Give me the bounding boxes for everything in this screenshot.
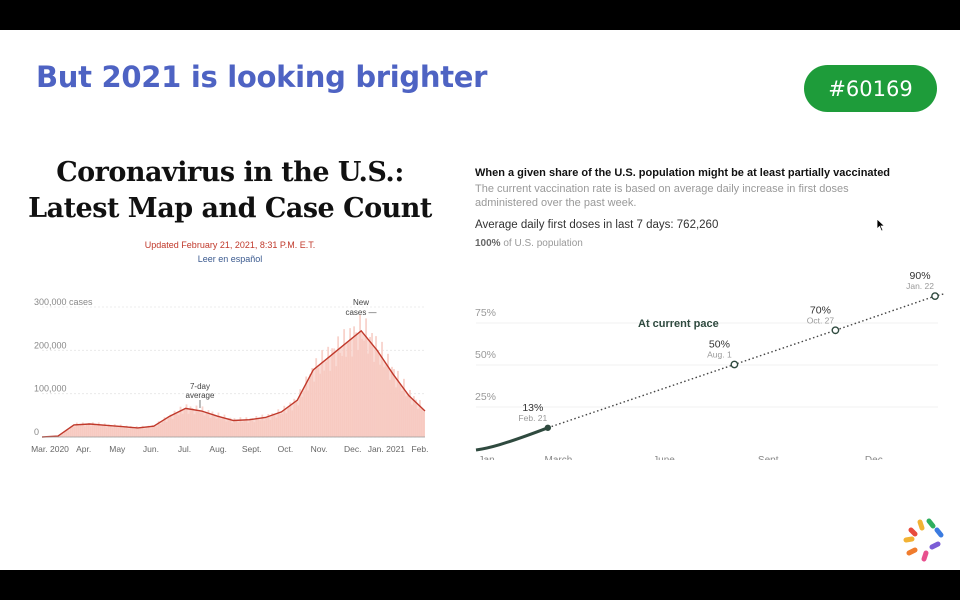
cases-x-tick-label: Jan. 2021	[368, 444, 406, 454]
cases-x-tick-label: Feb.	[411, 444, 428, 454]
vacc-milestone-circle	[931, 292, 939, 301]
nyt-headline: Coronavirus in the U.S.: Latest Map and …	[24, 155, 436, 227]
cases-x-tick-label: Oct.	[278, 444, 294, 454]
vacc-x-tick-label: March	[545, 455, 573, 460]
vacc-ylabel-top-bold: 100%	[475, 238, 501, 249]
vacc-milestone-dot	[544, 424, 552, 431]
vacc-x-tick-label: Jan.	[479, 455, 498, 460]
cases-x-tick-label: May	[109, 444, 126, 454]
vacc-x-tick-label: Dec.	[865, 455, 886, 460]
annotation-new-cases-line2: cases —	[345, 308, 376, 317]
vacc-milestone-pct: 70%	[810, 304, 831, 316]
cases-chart: 300,000 cases 200,000 100,000 0 Mar. 2020 Ap…	[31, 297, 428, 454]
letterbox-top	[0, 0, 960, 30]
vacc-ylabel-top-rest: of U.S. population	[501, 238, 583, 249]
annotation-7day-line1: 7-day	[190, 382, 210, 391]
cases-y-tick-label: 300,000 cases	[34, 297, 93, 307]
vacc-y-tick-label: 25%	[475, 391, 496, 403]
arrow-cursor-icon	[876, 218, 886, 232]
vaccination-chart: When a given share of the U.S. populatio…	[475, 167, 946, 460]
vacc-chart-title: When a given share of the U.S. populatio…	[475, 167, 890, 179]
vacc-x-tick-label: June	[653, 455, 675, 460]
cases-y-tick-label: 0	[34, 427, 39, 437]
vacc-y-tick-label: 50%	[475, 349, 496, 361]
letterbox-bottom	[0, 570, 960, 600]
cases-x-tick-label: Mar. 2020	[31, 444, 69, 454]
vacc-milestone-pct: 13%	[522, 402, 543, 414]
vacc-x-tick-label: Sept.	[758, 455, 781, 460]
logo-icon	[903, 518, 944, 562]
vacc-actual-line	[475, 426, 549, 452]
nyt-headline-line2: Latest Map and Case Count	[28, 193, 432, 224]
slide: But 2021 is looking brighter #60169 Coro…	[0, 30, 960, 570]
vacc-chart-subtitle-line2: administered over the past week.	[475, 197, 636, 209]
vacc-milestone-date: Jan. 22	[906, 281, 934, 291]
slide-title: But 2021 is looking brighter	[36, 60, 488, 94]
cases-y-tick-label: 100,000	[34, 384, 67, 394]
vacc-milestone-circle	[730, 360, 739, 369]
vacc-projection-line	[547, 292, 946, 429]
vacc-milestone-date: Oct. 27	[807, 315, 835, 325]
vacc-milestone-pct: 50%	[709, 339, 730, 351]
vacc-milestone-date: Aug. 1	[707, 350, 732, 360]
vacc-chart-subtitle-line1: The current vaccination rate is based on…	[475, 183, 849, 195]
vacc-ylabel-top: 100% of U.S. population	[475, 238, 583, 249]
nyt-updated-timestamp: Updated February 21, 2021, 8:31 P.M. E.T…	[144, 240, 316, 250]
issue-badge: #60169	[804, 65, 937, 112]
cases-y-tick-label: 200,000	[34, 340, 67, 350]
cases-x-tick-label: Sept.	[242, 444, 262, 454]
vacc-milestone-pct: 90%	[910, 270, 931, 282]
cases-x-tick-label: Jul.	[178, 444, 191, 454]
cases-7day-line	[41, 329, 426, 438]
cases-x-tick-label: Dec.	[344, 444, 361, 454]
vacc-y-tick-label: 75%	[475, 307, 496, 319]
cases-x-tick-label: Apr.	[76, 444, 91, 454]
vacc-milestone-circle	[831, 326, 840, 335]
nyt-headline-line1: Coronavirus in the U.S.:	[56, 157, 404, 188]
cases-x-tick-label: Nov.	[311, 444, 328, 454]
annotation-new-cases-line1: New	[353, 298, 369, 307]
pace-label: At current pace	[638, 318, 719, 330]
nyt-spanish-link[interactable]: Leer en español	[197, 254, 263, 264]
cases-x-tick-label: Jun.	[143, 444, 159, 454]
vacc-chart-stat: Average daily first doses in last 7 days…	[475, 219, 718, 231]
vacc-milestone-date: Feb. 21	[518, 413, 547, 423]
cases-x-tick-label: Aug.	[209, 444, 227, 454]
annotation-7day-line2: average	[186, 391, 215, 400]
